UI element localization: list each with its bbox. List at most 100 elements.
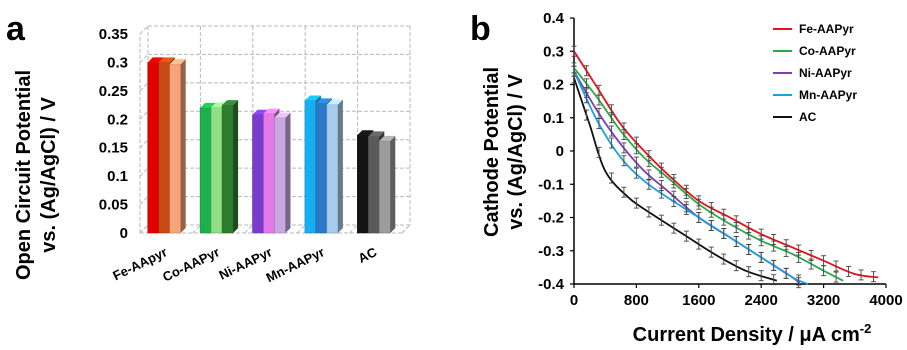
category-label: Fe-AApyr bbox=[110, 244, 169, 283]
bar-front bbox=[252, 114, 264, 234]
bar-side bbox=[233, 100, 239, 233]
ytick-label: 0.2 bbox=[107, 111, 128, 128]
series-line bbox=[573, 50, 879, 279]
bar-top bbox=[158, 57, 175, 63]
bar-front bbox=[274, 117, 286, 234]
bar-front bbox=[379, 140, 391, 234]
panel-a: a Open Circuit Potential vs. (Ag/AgCl) /… bbox=[6, 10, 411, 285]
ytick-label: 0.05 bbox=[99, 197, 128, 214]
ytick-label: 0.25 bbox=[99, 83, 128, 100]
bar-top bbox=[379, 135, 396, 141]
grid-depth-line bbox=[139, 139, 149, 149]
series-Ni-AAPyr bbox=[571, 65, 802, 289]
series-AC bbox=[571, 72, 778, 286]
bar-top bbox=[263, 108, 280, 114]
legend-label: Mn-AAPyr bbox=[799, 88, 857, 102]
bar-front bbox=[326, 104, 339, 234]
bar-front bbox=[158, 62, 170, 234]
ytick-label: 0.35 bbox=[99, 26, 128, 43]
bar-top bbox=[326, 99, 343, 105]
grid-depth-line bbox=[139, 110, 149, 120]
floor-line bbox=[139, 224, 149, 234]
ytick-label: -0.1 bbox=[538, 176, 564, 193]
panel-b-xlabel-main: Current Density / μA cm bbox=[633, 324, 860, 346]
ytick-label: 0 bbox=[120, 225, 128, 242]
bar-Ni-AAPyr-3 bbox=[274, 112, 291, 234]
category-label: Mn-AAPyr bbox=[264, 244, 327, 285]
bar-Co-AAPyr-3 bbox=[221, 100, 239, 234]
legend-label: Fe-AAPyr bbox=[799, 22, 854, 36]
bar-AC-3 bbox=[379, 135, 396, 234]
panel-a-bars bbox=[147, 57, 396, 234]
floor-line bbox=[296, 224, 306, 234]
bar-front bbox=[147, 62, 159, 234]
xtick-label: 1600 bbox=[682, 292, 715, 309]
series-line bbox=[573, 70, 809, 285]
ytick-label: 0.2 bbox=[543, 77, 564, 94]
xtick-label: 2400 bbox=[745, 292, 778, 309]
bar-top bbox=[222, 100, 239, 106]
panel-b-ticks: 0.4 0.3 0.2 0.1 0 -0.1 -0.2 -0.3 -0.4 0 800 1600 240… bbox=[538, 10, 903, 309]
bar-front bbox=[221, 104, 234, 234]
xtick-label: 3200 bbox=[807, 292, 840, 309]
bar-top bbox=[274, 112, 291, 118]
bar-front bbox=[210, 107, 223, 234]
legend-label: Co-AAPyr bbox=[799, 44, 856, 58]
bar-Mn-AAPyr-3 bbox=[326, 99, 343, 234]
grid-depth-line bbox=[139, 196, 149, 205]
xtick-label: 4000 bbox=[869, 292, 902, 309]
bar-front bbox=[315, 103, 328, 234]
panel-b-legend: Fe-AAPyr Co-AAPyr Ni-AAPyr Mn-AAPyr AC bbox=[773, 22, 857, 124]
bar-side bbox=[285, 112, 291, 233]
floor-line bbox=[192, 224, 201, 234]
bar-top bbox=[368, 131, 385, 137]
ytick-label: 0.1 bbox=[107, 168, 128, 185]
ytick-label: -0.3 bbox=[538, 243, 564, 260]
ytick-label: 0.15 bbox=[99, 140, 128, 157]
ytick-label: 0.3 bbox=[543, 43, 564, 60]
grid-depth-line bbox=[139, 54, 149, 63]
category-label: Co-AAPyr bbox=[160, 244, 222, 284]
ytick-label: 0.1 bbox=[543, 110, 564, 127]
grid-depth-line bbox=[139, 25, 149, 35]
panel-b-letter: b bbox=[470, 10, 491, 48]
panel-b-xlabel-sup: -2 bbox=[860, 321, 872, 336]
bar-front bbox=[304, 100, 317, 234]
panel-b: b Cathode Potential vs. (Ag/AgCl) / V 0.… bbox=[470, 10, 903, 346]
bar-side bbox=[180, 59, 186, 234]
series-Co-AAPyr bbox=[571, 62, 844, 283]
series-Mn-AAPyr bbox=[571, 65, 809, 286]
category-label: AC bbox=[356, 244, 380, 266]
bar-top bbox=[147, 57, 164, 63]
bar-front bbox=[357, 134, 369, 234]
xtick-label: 0 bbox=[570, 292, 578, 309]
panel-b-xlabel: Current Density / μA cm-2 bbox=[633, 321, 872, 346]
panel-b-series bbox=[571, 45, 879, 289]
bar-top bbox=[169, 59, 186, 65]
panel-b-ylabel-line2: vs. (Ag/AgCl) / V bbox=[505, 74, 527, 230]
bar-front bbox=[199, 107, 212, 234]
bar-side bbox=[390, 135, 396, 233]
series-Fe-AAPyr bbox=[571, 45, 879, 283]
ytick-label: 0.4 bbox=[543, 10, 565, 27]
panel-a-yticks: 0 0.05 0.1 0.15 0.2 0.25 0.3 0.35 bbox=[99, 26, 128, 242]
bar-side bbox=[337, 99, 343, 233]
ytick-label: 0.3 bbox=[107, 54, 128, 71]
bar-top bbox=[304, 95, 321, 101]
grid-depth-line bbox=[139, 167, 149, 177]
legend-label: Ni-AAPyr bbox=[799, 66, 852, 80]
bar-front bbox=[263, 113, 275, 234]
panel-a-ylabel-line1: Open Circuit Potential bbox=[13, 70, 35, 280]
bar-front bbox=[368, 136, 380, 234]
xtick-label: 800 bbox=[624, 292, 649, 309]
panel-a-letter: a bbox=[6, 10, 26, 48]
bar-top bbox=[357, 130, 374, 136]
floor-line bbox=[244, 224, 254, 234]
ytick-label: -0.4 bbox=[538, 276, 565, 293]
floor-right-line bbox=[401, 224, 411, 234]
legend-label: AC bbox=[799, 110, 817, 124]
panel-a-ylabel-line2: vs. (Ag/AgCl) / V bbox=[38, 97, 60, 253]
bar-front bbox=[169, 63, 181, 234]
ytick-label: -0.2 bbox=[538, 210, 564, 227]
